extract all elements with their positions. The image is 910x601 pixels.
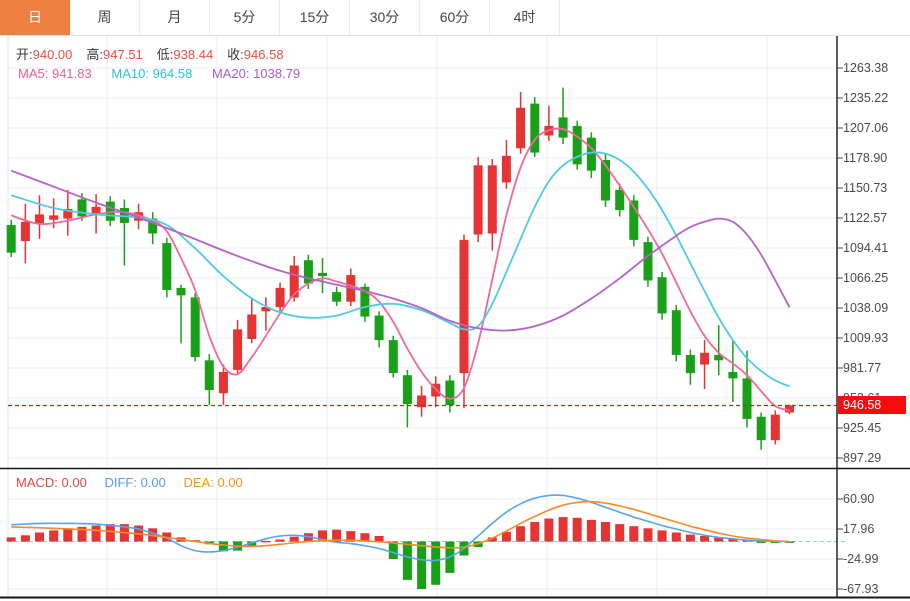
macd-value: MACD: 0.00 — [16, 475, 87, 490]
macd-legend: MACD: 0.00 DIFF: 0.00 DEA: 0.00 — [16, 475, 243, 490]
price-axis-label: 1009.93 — [843, 331, 889, 345]
open-value: 940.00 — [32, 47, 73, 62]
ma20-legend: MA20: 1038.79 — [211, 66, 301, 81]
low-value: 938.44 — [173, 47, 214, 62]
close-label: 收: — [227, 47, 244, 62]
ma-legend: MA5: 941.83 MA10: 964.58 MA20: 1038.79 — [18, 66, 316, 81]
interval-tabbar: 日周月 5分 15分 30分 60分 4时 — [0, 0, 910, 36]
tab-15min[interactable]: 15分 — [280, 0, 350, 35]
tab-5min[interactable]: 5分 — [210, 0, 280, 35]
ma10-legend: MA10: 964.58 — [111, 66, 193, 81]
kline-svg[interactable] — [0, 36, 910, 601]
high-label: 高: — [86, 47, 104, 62]
macd-axis-label: 60.90 — [843, 492, 875, 506]
close-value: 946.58 — [243, 47, 284, 62]
tab-4hour[interactable]: 4时 — [490, 0, 560, 35]
dea-value: DEA: 0.00 — [183, 475, 243, 490]
tab-week[interactable]: 周 — [70, 0, 140, 35]
macd-axis-label: -24.99 — [843, 552, 879, 566]
price-axis-label: 1235.22 — [843, 91, 889, 105]
tab-month[interactable]: 月 — [140, 0, 210, 35]
price-axis-label: 1178.90 — [843, 151, 888, 165]
tab-60min[interactable]: 60分 — [420, 0, 490, 35]
price-axis-label: 925.45 — [843, 421, 882, 435]
chart-canvas[interactable]: 开:940.00 高:947.51 低:938.44 收:946.58 MA5: 94… — [0, 36, 910, 601]
ohlc-legend: 开:940.00 高:947.51 低:938.44 收:946.58 — [16, 44, 298, 63]
price-axis-label: 981.77 — [843, 361, 882, 375]
high-value: 947.51 — [103, 47, 143, 62]
macd-axis-label: -67.93 — [843, 582, 879, 596]
price-axis-label: 1066.25 — [843, 271, 889, 285]
price-axis-label: 1038.09 — [843, 301, 889, 315]
price-axis-label: 1122.57 — [843, 211, 888, 225]
price-axis-label: 897.29 — [843, 451, 882, 465]
current-price-badge: 946.58 — [838, 396, 906, 414]
price-axis-label: 1094.41 — [843, 241, 889, 255]
diff-value: DIFF: 0.00 — [104, 475, 166, 490]
macd-axis-label: 17.96 — [843, 522, 875, 536]
tab-day[interactable]: 日 — [0, 0, 70, 35]
tab-30min[interactable]: 30分 — [350, 0, 420, 35]
low-label: 低: — [156, 47, 174, 62]
ma5-legend: MA5: 941.83 — [18, 66, 92, 81]
price-axis-label: 1207.06 — [843, 121, 889, 135]
price-axis-label: 1263.38 — [843, 61, 889, 75]
price-axis-label: 1150.73 — [843, 181, 888, 195]
open-label: 开: — [16, 47, 33, 62]
